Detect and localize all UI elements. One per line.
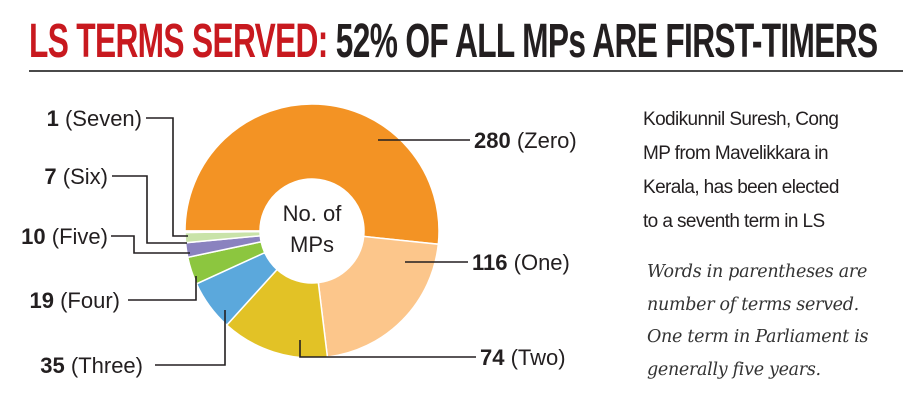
- note-line: to a seventh term in LS: [643, 211, 825, 232]
- data-label-value: 280: [474, 128, 511, 153]
- data-label-two: 74 (Two): [480, 345, 566, 370]
- data-label-value: 74: [480, 345, 505, 370]
- title-divider: [29, 70, 903, 72]
- footnote-line: number of terms served.: [647, 294, 859, 315]
- leader-line-four: [128, 276, 197, 301]
- data-label-value: 116: [472, 250, 508, 275]
- data-label-terms: (Three): [71, 353, 143, 378]
- data-label-four: 19 (Four): [30, 288, 121, 313]
- data-label-terms: (Four): [60, 288, 120, 313]
- slice-seven: [184, 230, 261, 234]
- slice-zero: [184, 103, 440, 246]
- data-label-value: 10: [21, 224, 45, 249]
- title-rest: 52% OF ALL MPs ARE FIRST-TIMERS: [335, 15, 878, 68]
- chart-title: LS TERMS SERVED: 52% OF ALL MPs ARE FIRS…: [29, 14, 878, 70]
- note-line: Kerala, has been elected: [643, 177, 839, 198]
- data-label-seven: 1 (Seven): [47, 106, 142, 131]
- data-label-terms: (Seven): [65, 106, 142, 131]
- data-label-value: 19: [30, 288, 54, 313]
- data-label-value: 7: [44, 164, 56, 189]
- leader-line-two: [299, 340, 476, 358]
- center-label-line-1: No. of: [283, 201, 343, 226]
- data-label-terms: (Zero): [517, 128, 577, 153]
- note-line: MP from Mavelikkara in: [643, 143, 829, 164]
- leader-line-seven: [146, 117, 188, 237]
- leader-line-six: [112, 175, 187, 244]
- data-label-zero: 280 (Zero): [474, 128, 577, 153]
- footnote-line: One term in Parliament is: [647, 327, 869, 347]
- center-label-line-2: MPs: [290, 232, 334, 257]
- leader-line-three: [155, 310, 226, 366]
- footnote-line: Words in parentheses are: [647, 262, 868, 282]
- data-label-terms: (Two): [511, 345, 566, 370]
- note-line: Kodikunnil Suresh, Cong: [643, 109, 839, 130]
- annotation-note: Kodikunnil Suresh, Cong MP from Mavelikk…: [643, 103, 839, 239]
- data-label-terms: (Five): [52, 224, 108, 249]
- data-label-value: 35: [40, 353, 64, 378]
- data-label-value: 1: [47, 106, 59, 131]
- data-label-five: 10 (Five): [21, 224, 108, 249]
- data-label-three: 35 (Three): [40, 353, 143, 378]
- data-label-six: 7 (Six): [44, 164, 108, 189]
- footnote: Words in parentheses are number of terms…: [647, 256, 869, 386]
- data-label-terms: (One): [514, 250, 570, 275]
- footnote-line: generally five years.: [647, 359, 821, 380]
- title-highlight: LS TERMS SERVED:: [29, 15, 328, 68]
- slice-one: [317, 235, 440, 358]
- leader-line-five: [111, 235, 190, 254]
- data-label-terms: (Six): [63, 164, 108, 189]
- data-label-one: 116 (One): [472, 250, 570, 275]
